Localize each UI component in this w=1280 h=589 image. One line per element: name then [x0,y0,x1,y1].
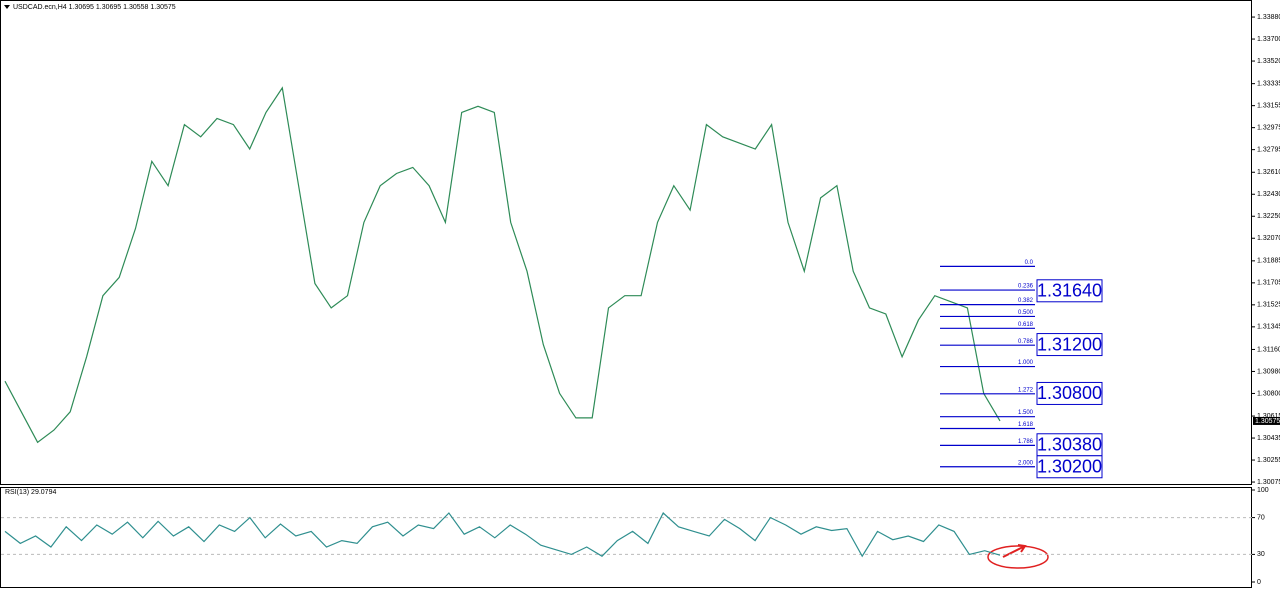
y-tick-label: 1.33155 [1257,102,1280,109]
y-tick-label: 1.30435 [1257,435,1280,442]
price-annotation-label: 1.31640 [1037,281,1102,301]
price-annotation-box [1036,333,1103,357]
fib-ratio-label: 1.786 [1018,439,1034,445]
y-tick-label: 1.31160 [1257,346,1280,353]
y-tick-label: 1.33880 [1257,14,1280,21]
y-tick-label: 1.30075 [1257,479,1280,486]
price-annotation-label: 1.30200 [1037,457,1102,477]
y-tick-label: 1.30615 [1257,413,1280,420]
rsi-panel [0,487,1252,588]
y-tick-label: 0 [1257,579,1261,586]
price-panel [0,0,1252,485]
price-annotation-box [1036,381,1103,405]
price-line [4,86,1001,444]
y-tick-label: 1.32250 [1257,213,1280,220]
y-tick-label: 1.32975 [1257,124,1280,131]
price-annotation-label: 1.30800 [1037,383,1102,403]
y-tick-label: 1.32795 [1257,146,1280,153]
fib-ratio-label: 0.500 [1018,310,1034,316]
y-tick-label: 1.30800 [1257,390,1280,397]
fib-ratio-label: 1.272 [1018,387,1034,393]
price-annotation-box [1036,279,1103,303]
y-tick-label: 1.31525 [1257,302,1280,309]
y-tick-label: 1.31705 [1257,280,1280,287]
fib-ratio-label: 0.382 [1018,298,1034,304]
last-price-label: 1.30575 [1255,418,1280,425]
fib-ratio-label: 0.786 [1018,339,1034,345]
y-tick-label: 30 [1257,551,1265,558]
fib-ratio-label: 2.000 [1018,460,1034,466]
y-tick-label: 1.33700 [1257,36,1280,43]
price-line [4,512,1001,558]
fib-ratio-label: 1.618 [1018,422,1034,428]
y-tick-label: 1.32610 [1257,169,1280,176]
y-tick-label: 1.32430 [1257,191,1280,198]
fib-ratio-label: 1.000 [1018,360,1034,366]
y-tick-label: 100 [1257,487,1269,494]
y-tick-label: 1.32070 [1257,235,1280,242]
y-tick-label: 1.30980 [1257,368,1280,375]
fib-ratio-label: 0.236 [1018,284,1034,290]
rsi-title: RSI(13) 29.0794 [5,489,56,496]
y-tick-label: 70 [1257,514,1265,521]
price-annotation-box [1036,455,1103,479]
chart-title: USDCAD.ecn,H4 1.30695 1.30695 1.30558 1.… [13,4,176,11]
price-annotation-label: 1.30380 [1037,435,1102,455]
y-tick-label: 1.33520 [1257,58,1280,65]
last-price-box [1253,416,1280,425]
menu-arrow[interactable] [4,5,10,9]
y-tick-label: 1.31885 [1257,258,1280,265]
price-annotation-label: 1.31200 [1037,334,1102,354]
arrow [1002,544,1027,558]
y-tick-label: 1.31345 [1257,324,1280,331]
fib-ratio-label: 0.618 [1018,322,1034,328]
y-tick-label: 1.30255 [1257,457,1280,464]
fib-ratio-label: 1.500 [1018,410,1034,416]
fib-ratio-label: 0.0 [1025,260,1034,266]
y-tick-label: 1.33335 [1257,80,1280,87]
